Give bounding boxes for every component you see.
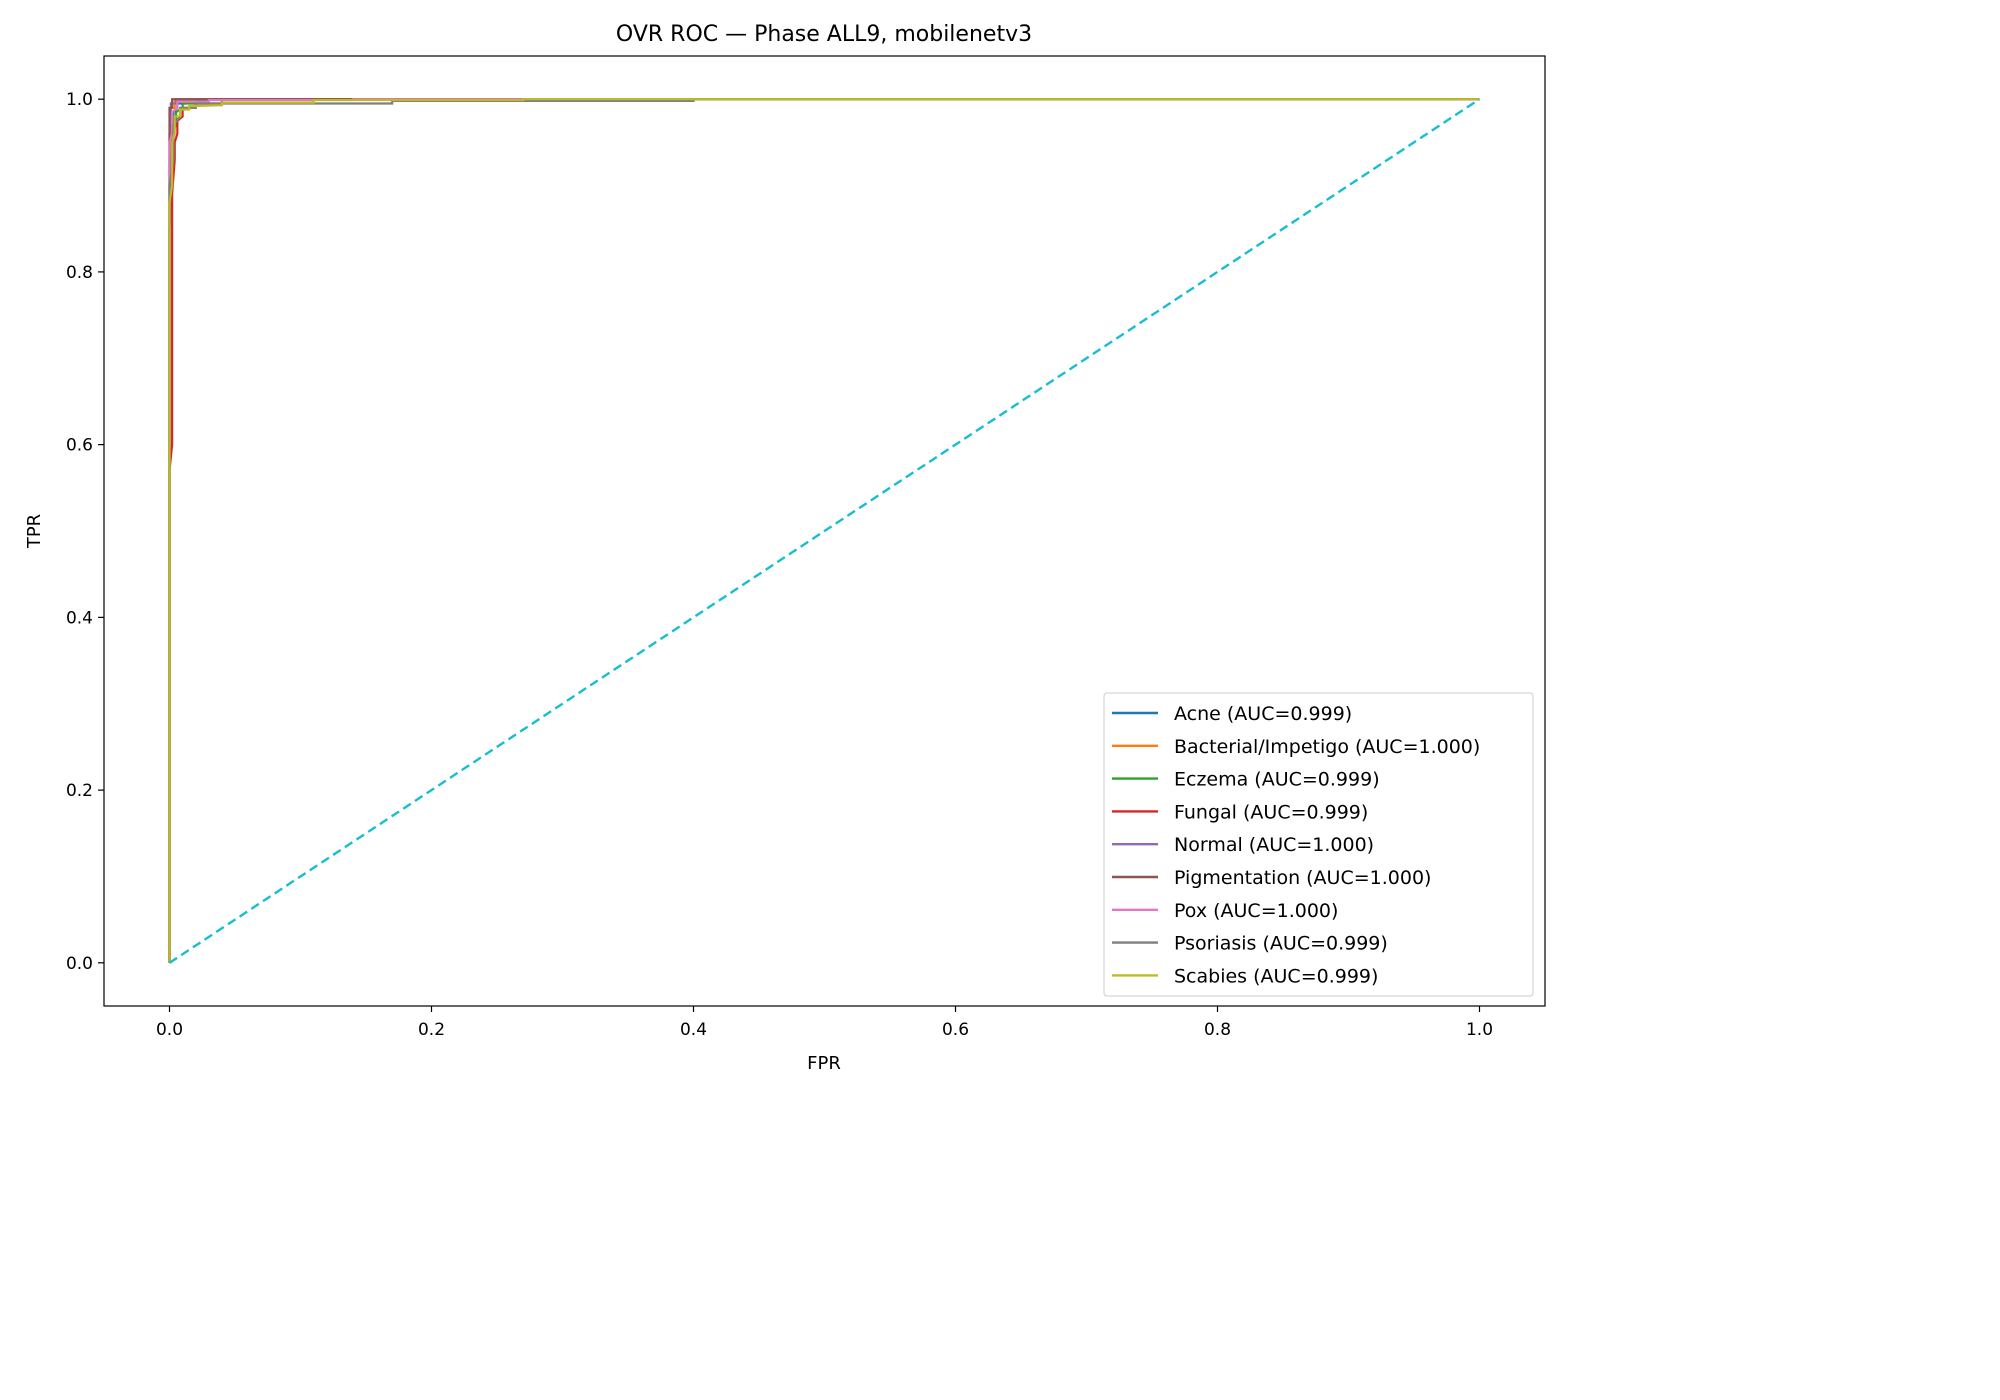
roc-curves — [168, 98, 1481, 964]
x-axis-label: FPR — [807, 1053, 841, 1074]
x-tick-label: 0.4 — [680, 1020, 707, 1040]
legend-entry-6: Pox (AUC=1.000) — [1174, 900, 1338, 922]
legend-entry-5: Pigmentation (AUC=1.000) — [1174, 867, 1431, 889]
legend-entry-8: Scabies (AUC=0.999) — [1174, 965, 1378, 987]
legend-entry-0: Acne (AUC=0.999) — [1174, 703, 1352, 725]
roc-curve-8 — [168, 98, 1480, 963]
legend-entry-3: Fungal (AUC=0.999) — [1174, 801, 1368, 823]
y-axis-label: TPR — [24, 514, 45, 549]
x-tick-label: 0.8 — [1204, 1020, 1231, 1040]
legend-entry-7: Psoriasis (AUC=0.999) — [1174, 933, 1388, 955]
y-tick-label: 0.2 — [66, 781, 93, 801]
x-axis-ticks: 0.0 0.2 0.4 0.6 0.8 1.0 — [156, 1006, 1493, 1040]
y-tick-label: 0.6 — [66, 436, 93, 456]
y-tick-label: 1.0 — [66, 90, 93, 110]
x-tick-label: 0.0 — [156, 1020, 183, 1040]
y-tick-label: 0.8 — [66, 263, 93, 283]
chance-diagonal-line — [168, 98, 1481, 964]
y-axis-ticks: 0.0 0.2 0.4 0.6 0.8 1.0 — [66, 90, 104, 974]
roc-chart: OVR ROC — Phase ALL9, mobilenetv3 0.0 0.2… — [24, 22, 1546, 1074]
legend: Acne (AUC=0.999) Bacterial/Impetigo (AUC=… — [1103, 692, 1534, 997]
legend-entry-1: Bacterial/Impetigo (AUC=1.000) — [1174, 736, 1480, 758]
legend-box — [1103, 692, 1534, 997]
x-tick-label: 1.0 — [1466, 1020, 1493, 1040]
chart-title: OVR ROC — Phase ALL9, mobilenetv3 — [616, 22, 1032, 47]
legend-entry-2: Eczema (AUC=0.999) — [1174, 769, 1380, 791]
roc-curve-7 — [168, 98, 1480, 963]
x-tick-label: 0.2 — [418, 1020, 445, 1040]
y-tick-label: 0.0 — [66, 954, 93, 974]
plot-frame — [103, 55, 1546, 1007]
legend-entry-4: Normal (AUC=1.000) — [1174, 834, 1374, 856]
y-tick-label: 0.4 — [66, 608, 93, 628]
x-tick-label: 0.6 — [942, 1020, 969, 1040]
